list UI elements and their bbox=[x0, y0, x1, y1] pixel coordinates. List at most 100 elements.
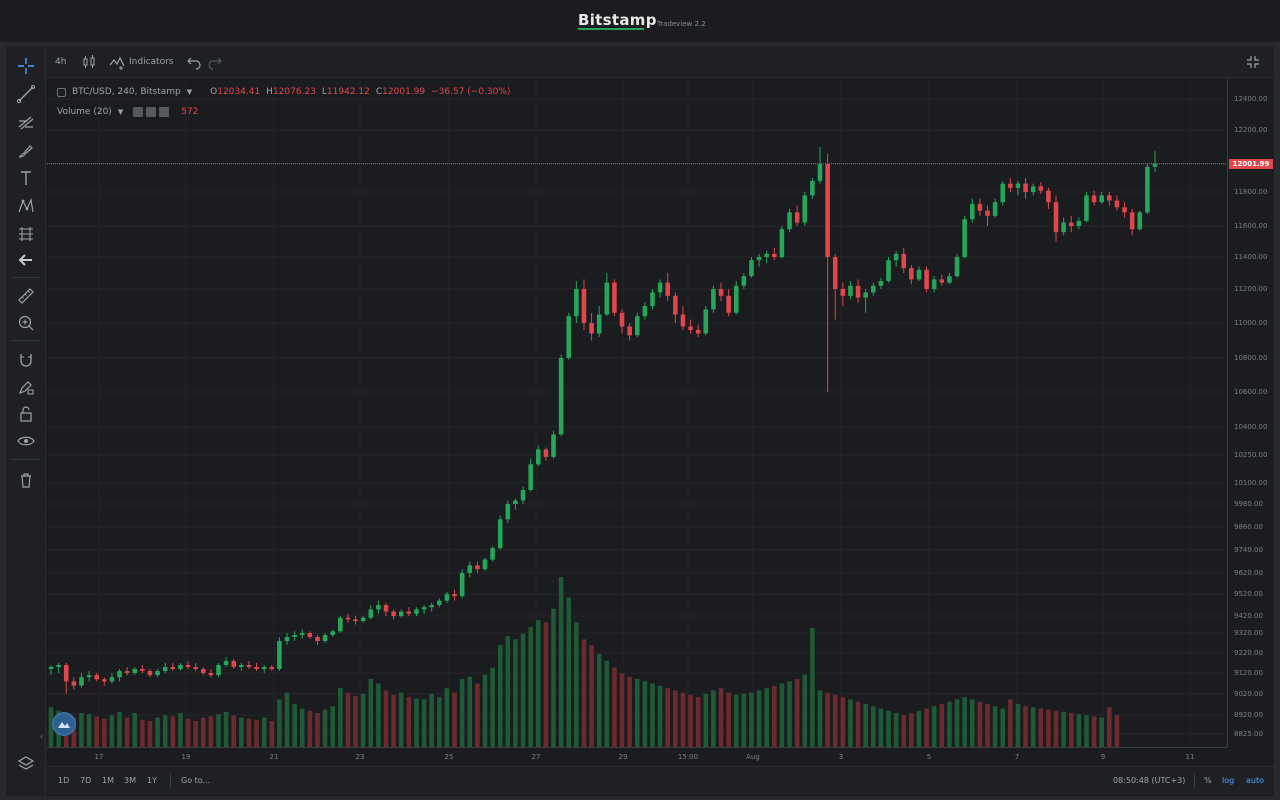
volume-remove-icon[interactable] bbox=[159, 107, 170, 117]
candle-body bbox=[969, 203, 975, 220]
scroll-left-icon[interactable]: ‹ bbox=[40, 732, 44, 741]
candle bbox=[1107, 192, 1112, 206]
chevron-down-icon[interactable]: ▼ bbox=[117, 108, 124, 116]
interval-button[interactable]: 4h bbox=[55, 57, 67, 67]
candle bbox=[414, 607, 419, 616]
text-tool-icon[interactable] bbox=[14, 167, 38, 189]
prediction-tool-icon[interactable] bbox=[14, 223, 38, 245]
range-1d-button[interactable]: 1D bbox=[58, 776, 70, 785]
candle bbox=[1015, 180, 1021, 196]
time-axis[interactable]: 17 19 21 23 25 27 29 15:00 Aug 3 5 7 9 11 bbox=[47, 747, 1227, 765]
range-7d-button[interactable]: 7D bbox=[80, 776, 92, 785]
brush-icon[interactable] bbox=[14, 139, 38, 161]
candle-body bbox=[216, 665, 221, 676]
candle-body bbox=[962, 219, 967, 257]
range-1m-button[interactable]: 1M bbox=[102, 776, 114, 785]
goto-button[interactable]: Go to... bbox=[181, 776, 211, 785]
fib-tool-icon[interactable] bbox=[14, 111, 38, 133]
candle-body bbox=[1137, 212, 1143, 230]
percent-toggle[interactable]: % bbox=[1204, 776, 1212, 785]
price-tick: 11400.00 bbox=[1234, 253, 1268, 261]
collapse-legend-icon[interactable] bbox=[57, 87, 66, 97]
candle bbox=[497, 515, 503, 550]
price-tick: 12200.00 bbox=[1234, 126, 1268, 134]
candle-body bbox=[718, 289, 724, 296]
candle-body bbox=[535, 449, 541, 465]
price-tick: 12400.00 bbox=[1234, 95, 1268, 103]
candle bbox=[223, 657, 229, 667]
tradingview-logo-icon[interactable] bbox=[52, 712, 76, 736]
ruler-icon[interactable] bbox=[14, 285, 38, 307]
redo-icon[interactable] bbox=[207, 46, 223, 78]
candle-body bbox=[132, 669, 138, 673]
trend-line-icon[interactable] bbox=[14, 83, 38, 105]
crosshair-icon[interactable] bbox=[14, 55, 38, 77]
toolbar-divider bbox=[12, 459, 40, 460]
candle-body bbox=[383, 605, 389, 612]
trash-icon[interactable] bbox=[14, 469, 38, 491]
candle bbox=[490, 546, 495, 562]
candle-body bbox=[1114, 200, 1120, 208]
clock-display[interactable]: 08:50:48 (UTC+3) bbox=[1113, 776, 1186, 785]
price-tick: 9740.00 bbox=[1234, 546, 1263, 554]
low-label: L bbox=[321, 87, 327, 97]
range-1y-button[interactable]: 1Y bbox=[147, 776, 157, 785]
lock-icon[interactable] bbox=[14, 403, 38, 425]
candle bbox=[673, 292, 678, 323]
candle bbox=[1061, 217, 1066, 236]
time-tick: 27 bbox=[531, 753, 541, 761]
price-chart[interactable] bbox=[47, 79, 1227, 747]
last-price-tag: 12001.99 bbox=[1229, 158, 1273, 169]
chart-pane[interactable]: BTC/USD, 240, Bitstamp ▼ O12034.41 H1207… bbox=[47, 79, 1227, 747]
indicators-button[interactable]: Indicators bbox=[109, 46, 173, 78]
volume-bar bbox=[916, 710, 922, 747]
brand-logo[interactable]: Bitstamp bbox=[578, 11, 657, 29]
chevron-down-icon[interactable]: ▼ bbox=[186, 88, 193, 96]
undo-icon[interactable] bbox=[186, 46, 202, 78]
divider bbox=[170, 774, 171, 788]
volume-visibility-icon[interactable] bbox=[133, 107, 144, 117]
volume-bar bbox=[254, 719, 259, 747]
candle-body bbox=[840, 289, 846, 296]
volume-label[interactable]: Volume (20) bbox=[57, 107, 112, 117]
candle bbox=[848, 281, 853, 300]
eye-icon[interactable] bbox=[14, 430, 38, 452]
candle-body bbox=[467, 565, 473, 573]
zoom-in-icon[interactable] bbox=[14, 312, 38, 334]
candle-body bbox=[939, 279, 945, 283]
price-tick: 10250.00 bbox=[1234, 451, 1268, 459]
candle-body bbox=[749, 260, 754, 277]
back-arrow-icon[interactable] bbox=[14, 249, 38, 271]
candle-body bbox=[1091, 195, 1097, 203]
candle bbox=[1068, 215, 1074, 233]
magnet-icon[interactable] bbox=[14, 349, 38, 371]
pattern-tool-icon[interactable] bbox=[14, 195, 38, 217]
candle bbox=[574, 281, 579, 323]
candle bbox=[421, 605, 427, 614]
candle-type-icon[interactable] bbox=[81, 46, 97, 78]
high-value: 12076.23 bbox=[272, 87, 316, 97]
candle-body bbox=[338, 617, 343, 632]
log-toggle[interactable]: log bbox=[1222, 776, 1235, 785]
candle-body bbox=[459, 573, 465, 597]
candle-body bbox=[954, 257, 960, 277]
volume-bar bbox=[505, 635, 511, 747]
candle-body bbox=[551, 434, 556, 457]
candle-body bbox=[1068, 222, 1074, 226]
volume-bar bbox=[1046, 709, 1051, 747]
candle-body bbox=[63, 665, 69, 682]
price-axis[interactable]: 12400.0012200.0012000.0011800.0011600.00… bbox=[1227, 79, 1274, 747]
range-3m-button[interactable]: 3M bbox=[124, 776, 136, 785]
volume-bar bbox=[543, 622, 549, 747]
auto-toggle[interactable]: auto bbox=[1246, 776, 1265, 785]
volume-bar bbox=[1084, 715, 1089, 747]
lock-drawings-pencil-icon[interactable] bbox=[14, 376, 38, 398]
fullscreen-collapse-icon[interactable] bbox=[1245, 46, 1261, 78]
candle bbox=[178, 663, 183, 671]
symbol-label[interactable]: BTC/USD, 240, Bitstamp bbox=[72, 87, 181, 97]
volume-settings-icon[interactable] bbox=[146, 107, 157, 117]
candle bbox=[1122, 202, 1127, 218]
layers-icon[interactable] bbox=[14, 753, 38, 775]
drawing-toolbar bbox=[6, 46, 46, 796]
candle-body bbox=[916, 269, 922, 280]
